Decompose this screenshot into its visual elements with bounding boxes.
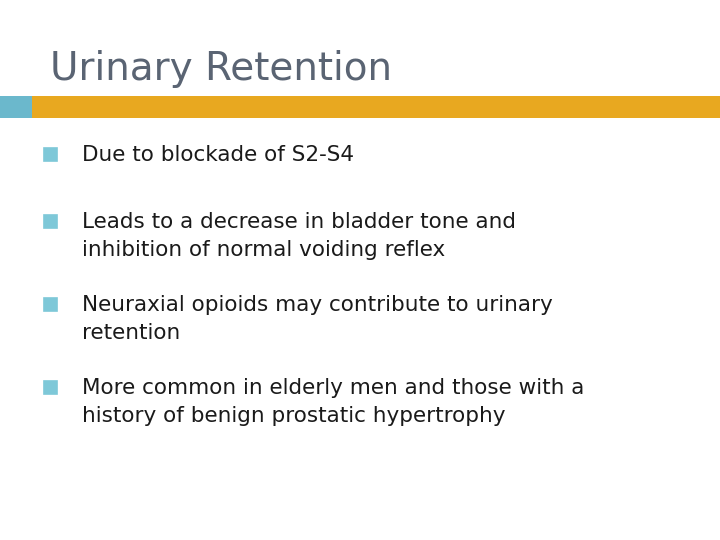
Text: Leads to a decrease in bladder tone and: Leads to a decrease in bladder tone and xyxy=(82,212,516,232)
Text: Urinary Retention: Urinary Retention xyxy=(50,50,392,88)
Bar xyxy=(44,381,57,394)
Text: Neuraxial opioids may contribute to urinary: Neuraxial opioids may contribute to urin… xyxy=(82,295,553,315)
Bar xyxy=(44,298,57,311)
Text: retention: retention xyxy=(82,323,180,343)
Text: More common in elderly men and those with a: More common in elderly men and those wit… xyxy=(82,378,585,398)
Text: inhibition of normal voiding reflex: inhibition of normal voiding reflex xyxy=(82,240,445,260)
Text: history of benign prostatic hypertrophy: history of benign prostatic hypertrophy xyxy=(82,406,505,426)
Bar xyxy=(0,96,32,118)
Bar xyxy=(44,148,57,161)
Bar xyxy=(32,96,720,118)
Text: Due to blockade of S2-S4: Due to blockade of S2-S4 xyxy=(82,145,354,165)
Bar xyxy=(44,215,57,228)
